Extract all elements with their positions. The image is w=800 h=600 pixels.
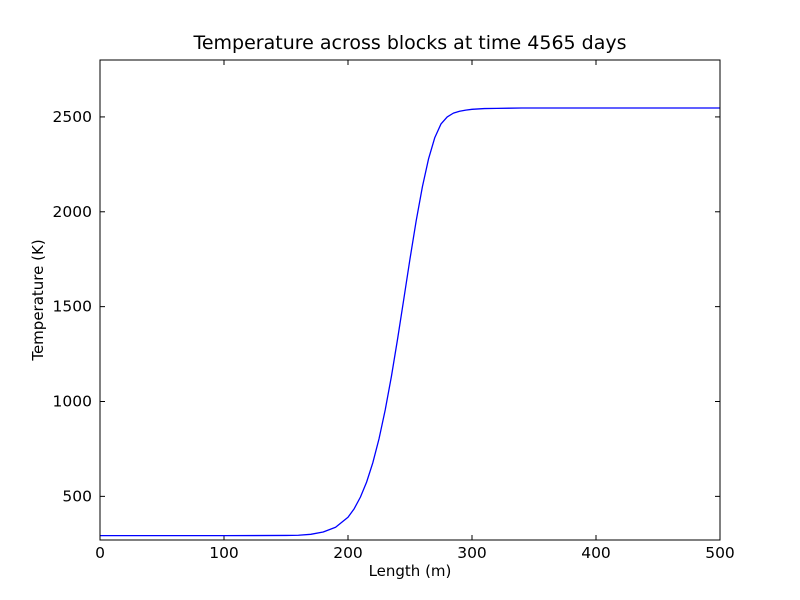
- x-axis-label: Length (m): [369, 562, 452, 580]
- plot-frame: [99, 59, 721, 541]
- x-tick-label: 400: [581, 544, 611, 562]
- y-tick-label: 1000: [53, 393, 92, 411]
- x-tick-label: 100: [209, 544, 239, 562]
- x-tick-label: 300: [457, 544, 487, 562]
- y-tick-label: 1500: [53, 298, 92, 316]
- y-tick-label: 2000: [53, 203, 92, 221]
- y-tick-label: 500: [62, 487, 92, 505]
- y-tick-label: 2500: [53, 108, 92, 126]
- series-line-0: [100, 107, 720, 537]
- x-tick-label: 0: [95, 544, 105, 562]
- x-tick-label: 200: [333, 544, 363, 562]
- y-axis-label: Temperature (K): [29, 239, 47, 361]
- chart-title: Temperature across blocks at time 4565 d…: [192, 32, 626, 54]
- plot-area: [100, 60, 720, 540]
- x-tick-label: 500: [705, 544, 735, 562]
